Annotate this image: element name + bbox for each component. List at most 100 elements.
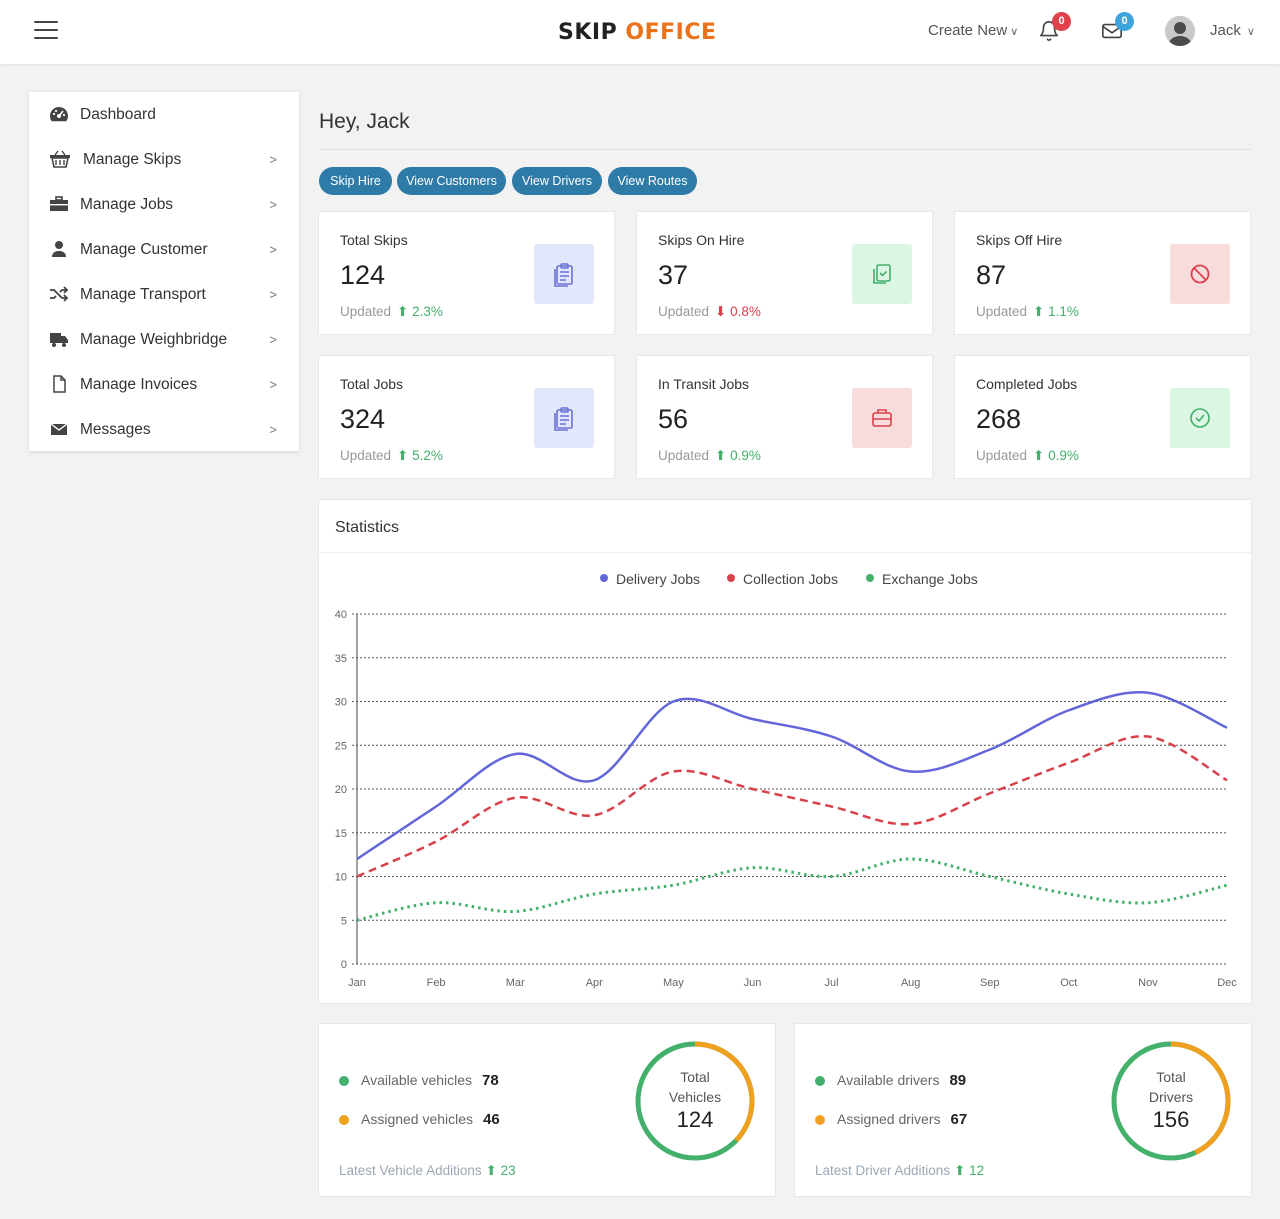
hamburger-menu-icon[interactable]: [34, 21, 58, 41]
clipboard-icon: [554, 263, 573, 287]
chevron-down-icon: ∨: [1246, 26, 1255, 38]
statistics-title: Statistics: [335, 519, 400, 536]
messages-button[interactable]: 0: [1101, 12, 1134, 44]
x-tick-label: Feb: [427, 977, 446, 989]
page-title: Hey, Jack: [319, 110, 410, 133]
chevron-right-icon: >: [269, 197, 277, 212]
y-tick-label: 0: [341, 959, 347, 971]
card-title: Skips On Hire: [658, 232, 745, 248]
view-drivers-button[interactable]: View Drivers: [512, 167, 602, 195]
sidebar-item-label: Manage Weighbridge: [80, 331, 228, 348]
avatar[interactable]: [1165, 16, 1195, 46]
x-tick-label: Nov: [1138, 977, 1158, 989]
sidebar-item-manage-skips[interactable]: Manage Skips >: [29, 138, 299, 182]
sidebar-item-manage-jobs[interactable]: Manage Jobs >: [29, 183, 299, 227]
legend-label: Collection Jobs: [743, 571, 838, 587]
sidebar: Dashboard Manage Skips > Manage Jobs > M…: [29, 92, 299, 451]
notifications-button[interactable]: 0: [1038, 12, 1071, 44]
chevron-right-icon: >: [269, 377, 277, 392]
stat-card-total-jobs[interactable]: Total Jobs 324 Updated ⬆︎ 5.2%: [318, 355, 615, 479]
sidebar-item-label: Manage Transport: [80, 286, 206, 303]
y-tick-label: 5: [341, 915, 347, 927]
sidebar-item-label: Dashboard: [80, 106, 156, 123]
available-dot: [815, 1076, 825, 1086]
y-tick-label: 35: [335, 653, 347, 665]
x-tick-label: Aug: [901, 977, 921, 989]
briefcase-icon: [872, 409, 892, 427]
sidebar-item-manage-transport[interactable]: Manage Transport >: [29, 273, 299, 317]
legend-label: Delivery Jobs: [616, 571, 700, 587]
ring-label: Total Drivers 156: [1148, 1069, 1194, 1132]
y-tick-label: 40: [335, 609, 347, 621]
truck-icon: [50, 333, 68, 347]
view-routes-button[interactable]: View Routes: [608, 167, 697, 195]
user-avatar-icon: [1165, 16, 1195, 46]
latest-vehicle-additions[interactable]: Latest Vehicle Additions ⬆︎ 23: [339, 1163, 516, 1178]
donut-ring: [635, 1041, 755, 1161]
user-menu[interactable]: Jack ∨: [1210, 22, 1255, 39]
trend-up-indicator: ⬆︎ 23: [485, 1163, 516, 1178]
clipboard-icon-box: [534, 388, 594, 448]
y-tick-label: 15: [335, 828, 347, 840]
card-title: Skips Off Hire: [976, 232, 1063, 248]
stat-card-skips-on-hire[interactable]: Skips On Hire 37 Updated ⬇︎ 0.8%: [636, 211, 933, 335]
trend-up-indicator: ⬆︎ 2.3%: [397, 304, 443, 319]
envelope-icon: [50, 423, 68, 435]
available-vehicles-row: Available vehicles 78: [339, 1072, 499, 1089]
x-tick-label: Jul: [825, 977, 839, 989]
stat-card-total-skips[interactable]: Total Skips 124 Updated ⬆︎ 2.3%: [318, 211, 615, 335]
chevron-right-icon: >: [269, 242, 277, 257]
y-tick-label: 25: [335, 740, 347, 752]
legend-marker: [866, 574, 874, 582]
sidebar-item-manage-customer[interactable]: Manage Customer >: [29, 228, 299, 272]
trend-up-indicator: ⬆︎ 1.1%: [1033, 304, 1079, 319]
sidebar-item-dashboard[interactable]: Dashboard: [29, 93, 299, 137]
view-customers-button[interactable]: View Customers: [397, 167, 506, 195]
briefcase-icon: [50, 196, 68, 211]
x-tick-label: May: [663, 977, 684, 989]
top-navbar: SKIP OFFICE Create New ∨ 0 0 Jack ∨: [0, 0, 1280, 64]
dashboard-icon: [50, 107, 68, 122]
x-tick-label: Apr: [586, 977, 603, 989]
series-line-exchange-jobs: [356, 857, 1228, 922]
sidebar-item-manage-weighbridge[interactable]: Manage Weighbridge >: [29, 318, 299, 362]
check-circle-icon: [1190, 408, 1210, 428]
assigned-dot: [339, 1115, 349, 1125]
legend-marker: [600, 574, 608, 582]
total-drivers-ring: Total Drivers 156: [1111, 1041, 1231, 1161]
clipboard-icon: [554, 407, 573, 431]
sidebar-item-label: Manage Invoices: [80, 376, 198, 393]
stat-card-skips-off-hire[interactable]: Skips Off Hire 87 Updated ⬆︎ 1.1%: [954, 211, 1251, 335]
card-title: In Transit Jobs: [658, 376, 750, 392]
bell-icon: [1039, 21, 1059, 41]
sidebar-item-messages[interactable]: Messages >: [29, 408, 299, 452]
trend-up-indicator: ⬆︎ 0.9%: [1033, 448, 1079, 463]
basket-icon: [50, 150, 70, 168]
create-new-dropdown[interactable]: Create New ∨: [928, 22, 1018, 39]
user-icon: [52, 241, 66, 257]
card-title: Completed Jobs: [976, 376, 1078, 392]
stat-card-completed-jobs[interactable]: Completed Jobs 268 Updated ⬆︎ 0.9%: [954, 355, 1251, 479]
latest-driver-additions[interactable]: Latest Driver Additions ⬆︎ 12: [815, 1163, 985, 1178]
skip-hire-button[interactable]: Skip Hire: [319, 167, 392, 195]
chevron-right-icon: >: [269, 152, 277, 167]
card-value: 37: [658, 260, 689, 290]
app-logo[interactable]: SKIP OFFICE: [558, 20, 717, 45]
ban-icon-box: [1170, 244, 1230, 304]
trend-down-indicator: ⬇︎ 0.8%: [715, 304, 761, 319]
divider: [319, 149, 1251, 150]
divider: [319, 552, 1251, 553]
card-value: 324: [340, 404, 386, 434]
assigned-drivers-row: Assigned drivers 67: [815, 1111, 967, 1128]
messages-badge: 0: [1115, 12, 1134, 31]
donut-ring: [1111, 1041, 1231, 1161]
ring-label: Total Vehicles 124: [668, 1069, 722, 1132]
vehicles-summary-card: Available vehicles 78 Assigned vehicles 46…: [318, 1023, 776, 1197]
sidebar-item-manage-invoices[interactable]: Manage Invoices >: [29, 363, 299, 407]
assigned-dot: [815, 1115, 825, 1125]
card-update: Updated ⬆︎ 0.9%: [658, 448, 761, 463]
card-title: Total Jobs: [340, 376, 404, 392]
user-name-label: Jack: [1210, 22, 1241, 39]
stat-card-in-transit-jobs[interactable]: In Transit Jobs 56 Updated ⬆︎ 0.9%: [636, 355, 933, 479]
chevron-right-icon: >: [269, 422, 277, 437]
